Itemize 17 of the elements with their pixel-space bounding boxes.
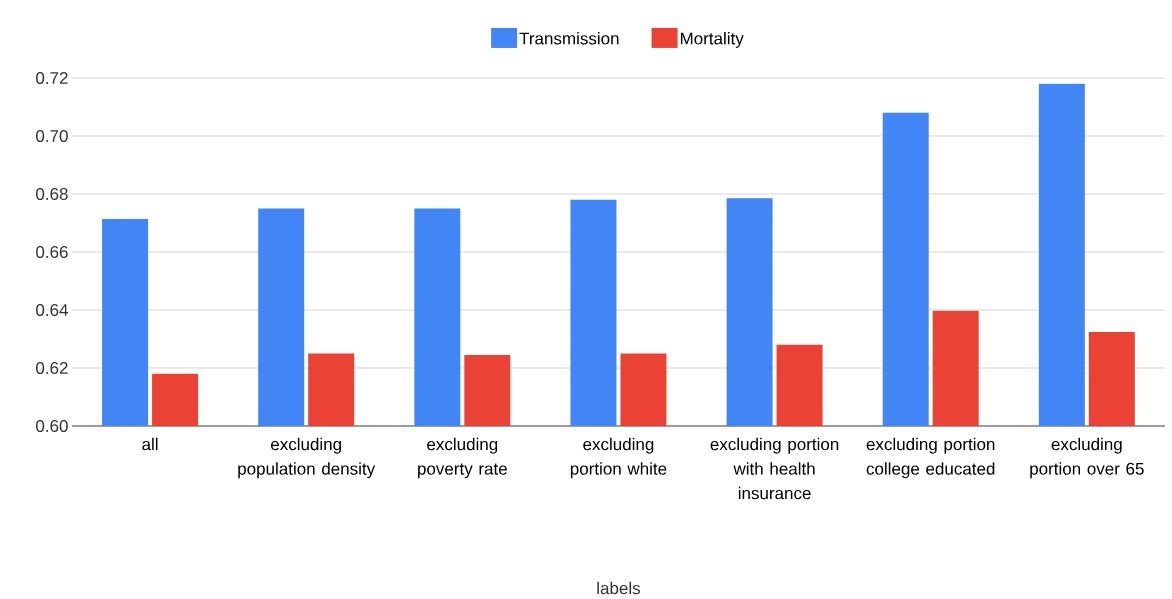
x-tick-label: excluding poverty rate xyxy=(418,437,507,479)
x-tick-label: excluding portion college educated xyxy=(866,437,995,479)
x-tick-label: all xyxy=(142,437,158,451)
y-tick-label: 0.60 xyxy=(36,419,68,433)
x-tick-label: excluding portion white xyxy=(570,437,667,479)
y-tick-label: 0.68 xyxy=(36,187,68,201)
legend-label: Transmission xyxy=(519,32,619,45)
y-tick-label: 0.70 xyxy=(36,129,68,143)
x-tick-label: excluding population density xyxy=(238,437,376,479)
y-tick-label: 0.66 xyxy=(36,245,68,259)
x-axis-title: labels xyxy=(597,581,641,595)
y-tick-label: 0.62 xyxy=(36,361,68,375)
y-tick-label: 0.72 xyxy=(36,71,68,85)
y-tick-label: 0.64 xyxy=(36,303,68,317)
x-tick-label: excluding portion with health insurance xyxy=(710,437,839,500)
x-tick-label: excluding portion over 65 xyxy=(1030,437,1144,479)
legend-label: Mortality xyxy=(680,32,744,48)
